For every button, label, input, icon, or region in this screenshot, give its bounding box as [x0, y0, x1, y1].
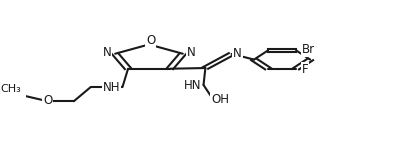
Text: HN: HN [184, 79, 201, 92]
Text: CH₃: CH₃ [1, 84, 21, 94]
Text: F: F [302, 63, 308, 76]
Text: Br: Br [302, 43, 315, 56]
Text: N: N [233, 47, 241, 60]
Text: OH: OH [211, 93, 229, 106]
Text: N: N [186, 46, 195, 59]
Text: N: N [103, 46, 111, 59]
Text: O: O [146, 34, 156, 47]
Text: O: O [43, 94, 52, 107]
Text: NH: NH [103, 81, 120, 94]
